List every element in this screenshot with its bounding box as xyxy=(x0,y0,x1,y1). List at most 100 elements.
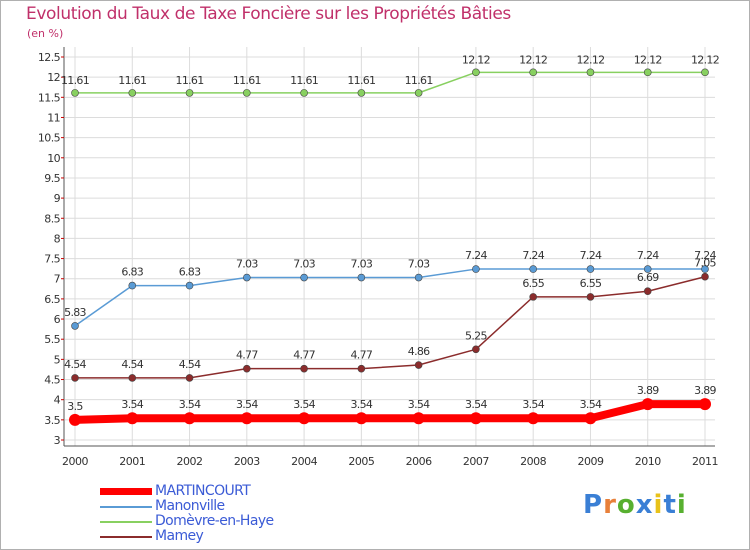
data-point-mamey xyxy=(586,293,595,301)
legend-item-domevre-en-haye[interactable]: Domèvre-en-Haye xyxy=(100,513,360,529)
legend-label-martincourt: MARTINCOURT xyxy=(155,483,251,499)
data-label-mamey: 4.77 xyxy=(236,349,258,362)
data-label-mamey: 4.86 xyxy=(408,345,430,358)
data-label-mamey: 7.05 xyxy=(694,257,716,270)
data-point-domevre-en-haye xyxy=(300,89,308,97)
data-point-martincourt xyxy=(527,412,540,425)
legend-label-domevre-en-haye: Domèvre-en-Haye xyxy=(155,513,274,529)
data-point-manonville xyxy=(472,265,480,273)
data-label-mamey: 4.54 xyxy=(121,358,143,371)
y-tick-label: 6.5 xyxy=(44,293,60,306)
data-point-martincourt xyxy=(412,412,425,425)
data-label-manonville: 7.03 xyxy=(408,258,430,271)
data-label-manonville: 7.03 xyxy=(236,258,258,271)
data-point-manonville xyxy=(357,273,366,282)
data-label-martincourt: 3.54 xyxy=(293,398,315,411)
data-label-domevre-en-haye: 12.12 xyxy=(519,53,547,66)
data-point-manonville xyxy=(643,265,652,273)
data-label-domevre-en-haye: 12.12 xyxy=(634,53,662,66)
data-point-martincourt xyxy=(584,412,597,425)
y-tick-label: 11.5 xyxy=(38,91,61,104)
data-point-manonville xyxy=(414,273,423,282)
data-label-martincourt: 3.54 xyxy=(236,398,258,411)
data-point-mamey xyxy=(529,293,537,301)
data-label-domevre-en-haye: 11.61 xyxy=(118,74,146,87)
y-tick-label: 3 xyxy=(54,434,61,447)
data-label-martincourt: 3.54 xyxy=(351,398,373,411)
data-point-manonville xyxy=(586,265,595,273)
data-point-manonville xyxy=(529,265,537,273)
data-label-mamey: 4.77 xyxy=(293,349,315,362)
y-tick-label: 8 xyxy=(54,232,61,245)
data-label-martincourt: 3.54 xyxy=(179,398,201,411)
y-tick-label: 10.5 xyxy=(38,132,61,145)
y-tick-label: 9 xyxy=(54,192,61,205)
data-label-martincourt: 3.54 xyxy=(465,398,487,411)
data-label-manonville: 5.83 xyxy=(64,306,86,319)
data-label-domevre-en-haye: 11.61 xyxy=(290,74,318,87)
data-point-martincourt xyxy=(469,412,482,425)
data-point-mamey xyxy=(128,374,137,382)
data-point-domevre-en-haye xyxy=(128,89,137,97)
data-point-martincourt xyxy=(69,413,81,426)
legend-label-mamey: Mamey xyxy=(155,528,204,544)
data-point-mamey xyxy=(701,272,709,281)
data-point-mamey xyxy=(185,374,194,382)
data-label-mamey: 6.55 xyxy=(580,277,602,290)
data-label-martincourt: 3.54 xyxy=(580,398,602,411)
data-point-mamey xyxy=(414,361,423,369)
legend-item-manonville[interactable]: Manonville xyxy=(100,498,360,514)
data-point-domevre-en-haye xyxy=(185,89,194,97)
data-point-mamey xyxy=(643,287,652,296)
x-tick-label: 2009 xyxy=(577,455,603,468)
logo-letter: x xyxy=(635,490,654,520)
data-point-domevre-en-haye xyxy=(357,89,366,97)
logo-letter: r xyxy=(603,490,617,520)
y-tick-label: 6 xyxy=(54,313,61,326)
legend-label-manonville: Manonville xyxy=(155,498,225,514)
y-tick-label: 7 xyxy=(54,273,61,286)
logo-letter: P xyxy=(583,490,604,520)
y-tick-label: 12 xyxy=(47,71,60,84)
x-tick-label: 2002 xyxy=(177,455,203,468)
data-label-manonville: 7.03 xyxy=(293,258,315,271)
y-tick-label: 3.5 xyxy=(44,414,60,427)
y-tick-label: 4.5 xyxy=(44,374,60,387)
data-label-mamey: 4.54 xyxy=(179,358,201,371)
legend-swatch-manonville xyxy=(100,506,152,508)
data-label-domevre-en-haye: 12.12 xyxy=(691,53,719,66)
data-label-mamey: 6.69 xyxy=(637,271,659,284)
x-tick-label: 2006 xyxy=(406,455,432,468)
x-tick-label: 2003 xyxy=(234,455,260,468)
y-tick-label: 12.5 xyxy=(38,51,61,64)
data-label-martincourt: 3.54 xyxy=(522,398,544,411)
data-label-manonville: 7.24 xyxy=(637,249,659,262)
series-line-domevre-en-haye xyxy=(75,71,705,94)
legend-item-mamey[interactable]: Mamey xyxy=(100,528,360,544)
logo-letter: i xyxy=(676,490,687,520)
data-point-domevre-en-haye xyxy=(414,89,423,97)
data-point-martincourt xyxy=(240,412,253,425)
data-label-manonville: 7.24 xyxy=(694,249,716,262)
x-tick-label: 2008 xyxy=(520,455,546,468)
series-line-manonville xyxy=(74,268,705,327)
x-tick-label: 2005 xyxy=(348,455,374,468)
logo-letter: o xyxy=(616,490,636,520)
data-label-manonville: 7.24 xyxy=(522,249,544,262)
data-label-mamey: 4.54 xyxy=(64,358,86,371)
legend-swatch-martincourt xyxy=(100,488,152,495)
data-point-martincourt xyxy=(699,398,711,411)
y-tick-label: 5 xyxy=(54,353,61,366)
y-tick-label: 4 xyxy=(54,394,61,407)
y-tick-label: 8.5 xyxy=(44,212,60,225)
legend-item-martincourt[interactable]: MARTINCOURT xyxy=(100,483,360,499)
data-label-manonville: 7.03 xyxy=(351,258,373,271)
data-point-domevre-en-haye xyxy=(586,68,595,77)
x-tick-label: 2010 xyxy=(635,455,661,468)
data-point-manonville xyxy=(701,265,709,273)
data-label-martincourt: 3.54 xyxy=(121,398,143,411)
data-point-manonville xyxy=(128,281,137,290)
data-point-domevre-en-haye xyxy=(472,68,480,77)
data-label-mamey: 6.55 xyxy=(522,277,544,290)
